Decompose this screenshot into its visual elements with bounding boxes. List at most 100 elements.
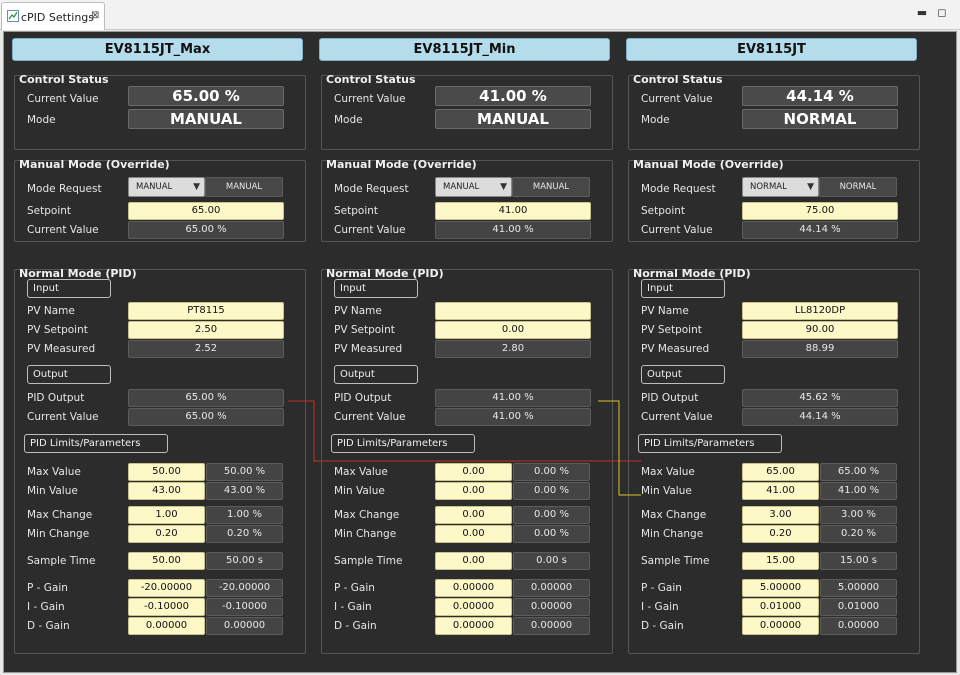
- minimize-icon[interactable]: ▬: [916, 6, 928, 19]
- max-change-input[interactable]: 0.00: [435, 506, 512, 524]
- min-value-input[interactable]: 41.00: [742, 482, 819, 500]
- manual-mode-group: Manual Mode (Override) Mode Request NORM…: [628, 158, 920, 242]
- mode-request-dropdown[interactable]: MANUAL ▼: [435, 177, 512, 197]
- group-title: Manual Mode (Override): [19, 158, 170, 171]
- min-value-readout: 43.00 %: [206, 482, 283, 500]
- controller-header: EV8115JT_Max: [12, 38, 303, 61]
- group-title: Manual Mode (Override): [633, 158, 784, 171]
- current-value-label: Current Value: [334, 224, 406, 236]
- mode-request-selected: NORMAL: [750, 182, 787, 192]
- status-mode: MANUAL: [435, 109, 591, 129]
- output-section-label: Output: [334, 365, 418, 384]
- min-change-readout: 0.20 %: [206, 525, 283, 543]
- d-gain-input[interactable]: 0.00000: [128, 617, 205, 635]
- max-change-input[interactable]: 1.00: [128, 506, 205, 524]
- controller-header: EV8115JT_Min: [319, 38, 610, 61]
- group-title: Normal Mode (PID): [633, 267, 751, 280]
- i-gain-label: I - Gain: [27, 601, 65, 613]
- tab-cpid-settings[interactable]: cPID Settings ⊠: [1, 2, 105, 30]
- d-gain-label: D - Gain: [27, 620, 70, 632]
- pv-setpoint-input[interactable]: 90.00: [742, 321, 898, 339]
- mode-request-value: MANUAL: [512, 177, 590, 197]
- status-mode: MANUAL: [128, 109, 284, 129]
- max-value-input[interactable]: 0.00: [435, 463, 512, 481]
- control-status-group: Control Status Current Value 44.14 % Mod…: [628, 73, 920, 150]
- pv-name-label: PV Name: [641, 305, 689, 317]
- sample-time-input[interactable]: 15.00: [742, 552, 819, 570]
- mode-label: Mode: [641, 114, 670, 126]
- pv-name-input[interactable]: [435, 302, 591, 320]
- i-gain-label: I - Gain: [334, 601, 372, 613]
- setpoint-input[interactable]: 41.00: [435, 202, 591, 220]
- tab-title: cPID Settings: [21, 11, 95, 24]
- mode-request-label: Mode Request: [641, 183, 716, 195]
- pv-measured-label: PV Measured: [334, 343, 403, 355]
- group-title: Control Status: [326, 73, 416, 86]
- p-gain-label: P - Gain: [27, 582, 68, 594]
- mode-request-value: MANUAL: [205, 177, 283, 197]
- mode-label: Mode: [334, 114, 363, 126]
- p-gain-readout: 0.00000: [513, 579, 590, 597]
- pv-setpoint-label: PV Setpoint: [27, 324, 88, 336]
- setpoint-input[interactable]: 65.00: [128, 202, 284, 220]
- i-gain-input[interactable]: -0.10000: [128, 598, 205, 616]
- pid-output-label: PID Output: [334, 392, 392, 404]
- max-value-input[interactable]: 50.00: [128, 463, 205, 481]
- d-gain-input[interactable]: 0.00000: [435, 617, 512, 635]
- pv-name-input[interactable]: LL8120DP: [742, 302, 898, 320]
- manual-mode-group: Manual Mode (Override) Mode Request MANU…: [321, 158, 613, 242]
- status-current-value: 44.14 %: [742, 86, 898, 106]
- p-gain-input[interactable]: 0.00000: [435, 579, 512, 597]
- pv-measured-label: PV Measured: [641, 343, 710, 355]
- status-current-value: 65.00 %: [128, 86, 284, 106]
- pv-setpoint-label: PV Setpoint: [641, 324, 702, 336]
- p-gain-readout: -20.00000: [206, 579, 283, 597]
- max-value-label: Max Value: [334, 466, 388, 478]
- group-title: Control Status: [19, 73, 109, 86]
- chevron-down-icon: ▼: [500, 182, 507, 192]
- sample-time-label: Sample Time: [334, 555, 403, 567]
- sample-time-input[interactable]: 0.00: [435, 552, 512, 570]
- max-change-readout: 0.00 %: [513, 506, 590, 524]
- pv-setpoint-input[interactable]: 0.00: [435, 321, 591, 339]
- pid-limits-section-label: PID Limits/Parameters: [638, 434, 782, 453]
- d-gain-input[interactable]: 0.00000: [742, 617, 819, 635]
- i-gain-input[interactable]: 0.01000: [742, 598, 819, 616]
- mode-request-dropdown[interactable]: NORMAL ▼: [742, 177, 819, 197]
- min-change-input[interactable]: 0.00: [435, 525, 512, 543]
- min-change-input[interactable]: 0.20: [742, 525, 819, 543]
- mode-request-label: Mode Request: [334, 183, 409, 195]
- max-change-label: Max Change: [334, 509, 400, 521]
- pv-measured-value: 88.99: [742, 340, 898, 358]
- max-value-label: Max Value: [641, 466, 695, 478]
- sample-time-input[interactable]: 50.00: [128, 552, 205, 570]
- group-title: Normal Mode (PID): [19, 267, 137, 280]
- min-value-label: Min Value: [334, 485, 385, 497]
- pv-setpoint-input[interactable]: 2.50: [128, 321, 284, 339]
- min-value-label: Min Value: [641, 485, 692, 497]
- p-gain-input[interactable]: -20.00000: [128, 579, 205, 597]
- d-gain-readout: 0.00000: [206, 617, 283, 635]
- min-value-input[interactable]: 0.00: [435, 482, 512, 500]
- close-icon[interactable]: ⊠: [91, 10, 100, 21]
- current-value-label: Current Value: [27, 93, 99, 105]
- pv-name-input[interactable]: PT8115: [128, 302, 284, 320]
- output-section-label: Output: [27, 365, 111, 384]
- mode-request-dropdown[interactable]: MANUAL ▼: [128, 177, 205, 197]
- current-value-label: Current Value: [27, 224, 99, 236]
- setpoint-input[interactable]: 75.00: [742, 202, 898, 220]
- control-status-group: Control Status Current Value 41.00 % Mod…: [321, 73, 613, 150]
- max-change-input[interactable]: 3.00: [742, 506, 819, 524]
- min-change-readout: 0.20 %: [820, 525, 897, 543]
- min-value-input[interactable]: 43.00: [128, 482, 205, 500]
- i-gain-input[interactable]: 0.00000: [435, 598, 512, 616]
- pid-output-value: 65.00 %: [128, 389, 284, 407]
- manual-mode-group: Manual Mode (Override) Mode Request MANU…: [14, 158, 306, 242]
- maximize-icon[interactable]: ◻: [937, 6, 947, 19]
- p-gain-input[interactable]: 5.00000: [742, 579, 819, 597]
- mode-request-label: Mode Request: [27, 183, 102, 195]
- max-value-input[interactable]: 65.00: [742, 463, 819, 481]
- min-change-input[interactable]: 0.20: [128, 525, 205, 543]
- output-current-value: 44.14 %: [742, 408, 898, 426]
- max-value-readout: 50.00 %: [206, 463, 283, 481]
